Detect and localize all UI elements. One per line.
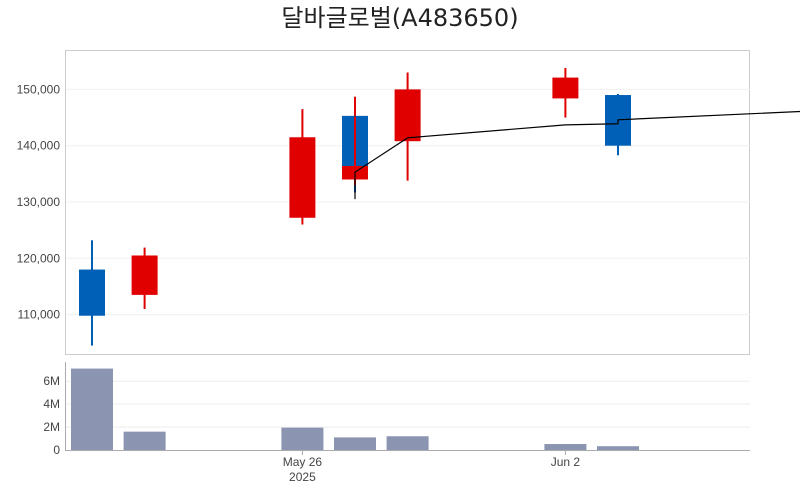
price-tick-label: 130,000 bbox=[17, 195, 61, 209]
volume-tick-label: 2M bbox=[43, 420, 60, 434]
moving-average-line bbox=[354, 110, 800, 200]
volume-tick-label: 4M bbox=[43, 397, 60, 411]
candle-body bbox=[289, 137, 316, 218]
volume-series bbox=[71, 368, 639, 450]
price-tick-label: 110,000 bbox=[18, 308, 61, 322]
chart-title: 달바글로벌(A483650) bbox=[281, 4, 518, 32]
date-tick-year-label: 2025 bbox=[289, 470, 316, 484]
volume-bar bbox=[544, 444, 587, 450]
candle-body bbox=[131, 255, 158, 295]
price-tick-label: 120,000 bbox=[17, 251, 61, 265]
volume-bar bbox=[334, 443, 376, 450]
volume-bar bbox=[281, 427, 324, 450]
volume-axis: 0 2M 4M 6M bbox=[43, 374, 750, 457]
moving-average-series bbox=[354, 110, 800, 200]
date-tick-label: May 26 bbox=[283, 455, 323, 469]
candle-body bbox=[552, 77, 579, 99]
volume-bar bbox=[123, 431, 166, 450]
volume-bar bbox=[386, 436, 429, 450]
candle-body bbox=[79, 269, 105, 316]
price-candles bbox=[79, 68, 631, 346]
price-axis: 110,000 120,000 130,000 140,000 150,000 bbox=[17, 82, 750, 322]
candle-body bbox=[394, 89, 421, 142]
volume-tick-label: 6M bbox=[43, 374, 60, 388]
volume-tick-label: 0 bbox=[53, 443, 60, 457]
price-tick-label: 150,000 bbox=[17, 82, 61, 96]
volume-bar bbox=[597, 446, 639, 450]
date-tick-label: Jun 2 bbox=[551, 455, 581, 469]
price-tick-label: 140,000 bbox=[17, 139, 61, 153]
volume-bar bbox=[71, 368, 113, 450]
